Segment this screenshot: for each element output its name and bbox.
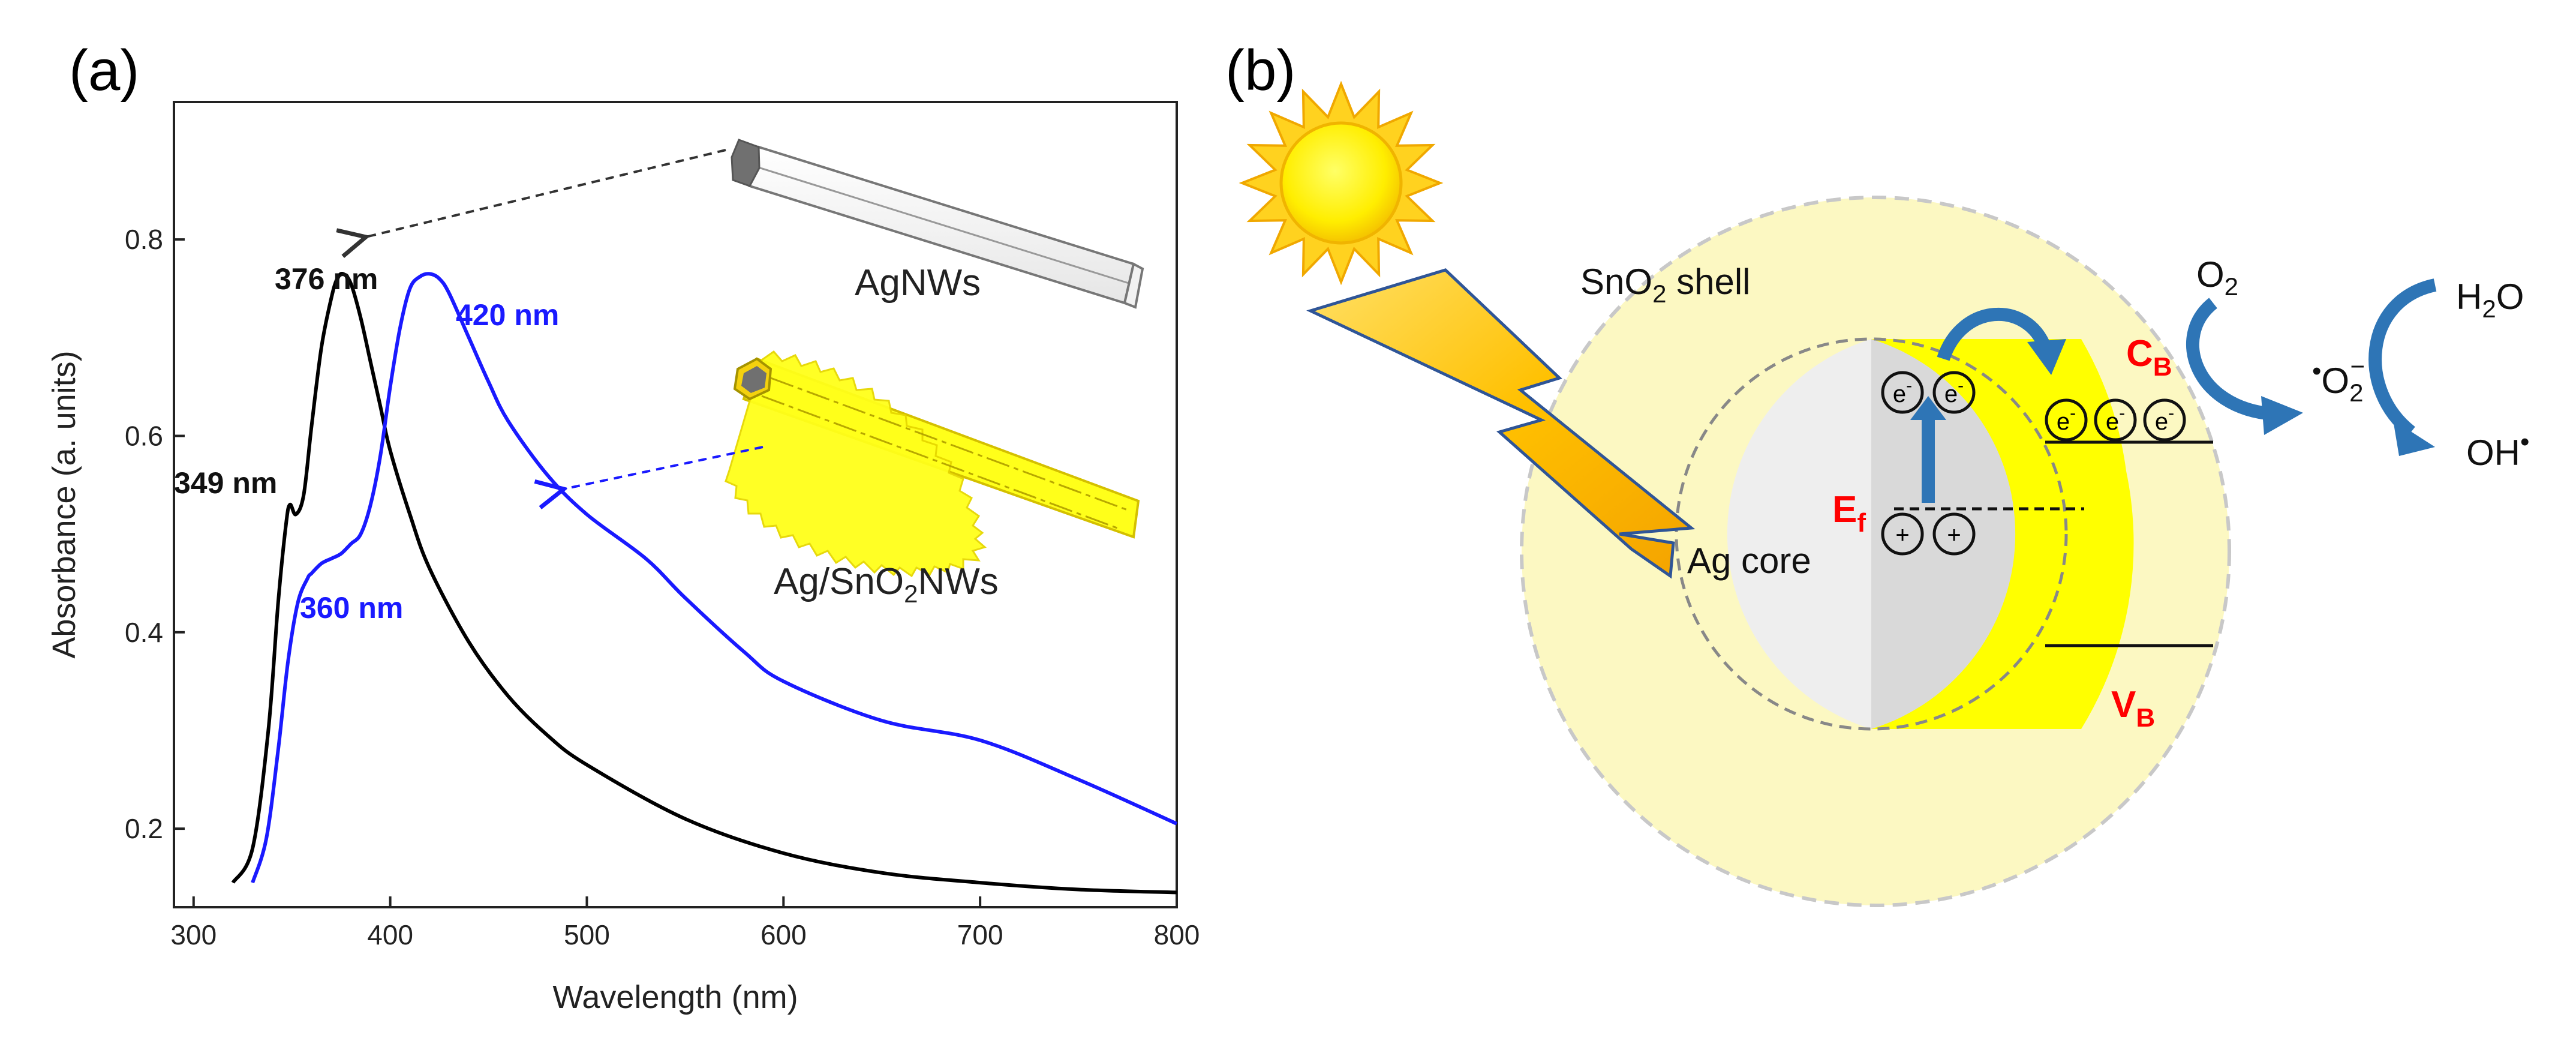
panel-a-label: (a) (69, 38, 139, 103)
absorbance-chart: 300 400 500 600 700 800 0.2 0.4 0.6 0.8 Waveleng… (46, 101, 1200, 1015)
svg-text:+: + (1947, 522, 1961, 548)
ag-core-left (1727, 339, 1871, 729)
y-tick-label: 0.4 (125, 617, 163, 648)
y-tick-label: 0.2 (125, 813, 163, 844)
agnw-inset-icon (731, 139, 1144, 309)
h2o-label: H2O (2456, 277, 2524, 323)
agnw-label: AgNWs (855, 262, 981, 304)
x-tick-label: 300 (170, 919, 217, 950)
peak-label-349: 349 nm (174, 466, 277, 500)
series-line-agnws (231, 272, 1177, 895)
valence-band-label: VB (2111, 684, 2155, 733)
sno2-shell-label: SnO2 shell (1580, 262, 1751, 308)
electron-core-1: e- (1881, 371, 1924, 414)
ag-core-outline (1675, 337, 2068, 731)
y-tick-label: 0.8 (125, 224, 163, 255)
electron-cb-1: e- (2045, 398, 2088, 442)
peak-label-376: 376 nm (275, 262, 378, 296)
transfer-arrow (1937, 307, 2052, 361)
y-axis-ticks: 0.2 0.4 0.6 0.8 (125, 224, 185, 844)
electron-core-2: e- (1932, 371, 1976, 414)
agsno2-pointer-arrow (564, 446, 764, 489)
y-tick-label: 0.6 (125, 420, 163, 451)
o2-reduction-arrowhead (2261, 396, 2303, 435)
water-oxidation-arrowhead (2393, 420, 2435, 456)
electron-cb-3: e- (2143, 398, 2186, 442)
series-layer (231, 272, 1178, 895)
x-tick-label: 500 (564, 919, 610, 950)
agsno2-inset-icon (725, 350, 1140, 578)
svg-text:e-: e- (2155, 403, 2174, 435)
agsno2-label: Ag/SnO2NWs (774, 561, 999, 608)
lightning-bolt-icon (1306, 268, 1696, 579)
fermi-level-label: Ef (1832, 489, 1866, 538)
plot-frame (173, 101, 1178, 908)
svg-text:e-: e- (1944, 376, 1964, 407)
x-axis-ticks: 300 400 500 600 700 800 (170, 896, 1200, 950)
hole-2: + (1932, 512, 1976, 556)
x-tick-label: 700 (957, 919, 1003, 950)
sun-icon (1239, 80, 1444, 286)
electron-cb-2: e- (2094, 398, 2137, 442)
hole-1: + (1881, 512, 1924, 556)
agnw-pointer-arrow (366, 149, 726, 237)
o2-reduction-arrow (2186, 298, 2274, 421)
hydroxyl-radical-label: OH• (2466, 427, 2529, 473)
svg-text:e-: e- (1893, 376, 1912, 407)
y-axis-title: Absorbance (a. units) (46, 350, 82, 658)
ag-core-right (1871, 339, 2016, 729)
svg-text:e-: e- (2057, 403, 2076, 435)
ag-core-label: Ag core (1687, 541, 1811, 581)
transfer-arrowhead (2027, 339, 2066, 375)
x-tick-label: 600 (761, 919, 807, 950)
core-shell-diagram: e- e- e- e- e- + + SnO2 shell Ag core Ef… (1239, 80, 2529, 907)
o2-label: O2 (2196, 254, 2238, 301)
x-axis-title: Wavelength (nm) (552, 979, 798, 1015)
svg-text:e-: e- (2106, 403, 2125, 435)
conduction-band-label: CB (2126, 333, 2172, 382)
peak-label-360: 360 nm (300, 591, 403, 625)
x-tick-label: 400 (367, 919, 413, 950)
water-oxidation-arrow (2368, 278, 2437, 437)
series-line-ag-sno2-nws (251, 272, 1178, 884)
peak-label-420: 420 nm (456, 298, 559, 332)
panel-b-label: (b) (1225, 38, 1295, 103)
superoxide-label: •O2− (2312, 352, 2365, 407)
svg-text:+: + (1895, 522, 1909, 548)
excitation-arrowhead (1910, 396, 1946, 420)
x-tick-label: 800 (1154, 919, 1200, 950)
